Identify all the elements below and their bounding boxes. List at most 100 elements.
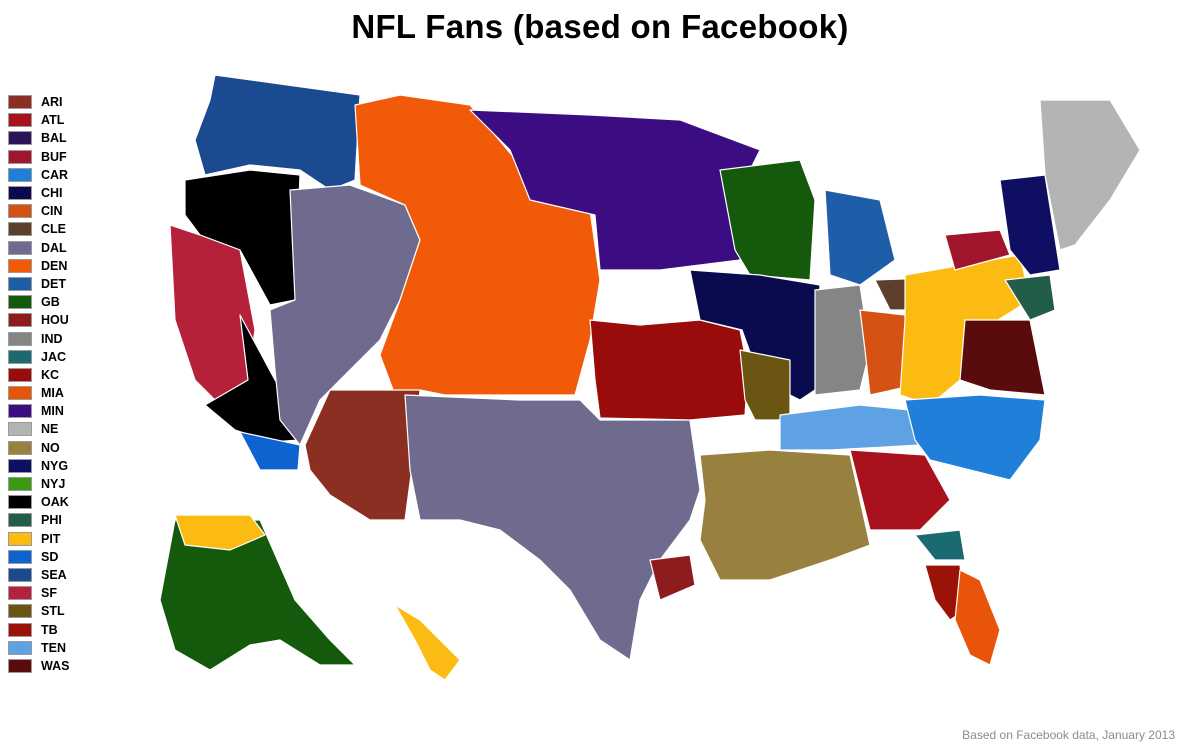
legend-swatch — [8, 113, 32, 128]
legend-label: SF — [41, 586, 57, 601]
legend-label: WAS — [41, 658, 70, 673]
legend-label: ARI — [41, 95, 63, 110]
region-arizona — [304, 389, 421, 521]
region-jacksonville — [914, 529, 966, 561]
legend-swatch — [8, 531, 32, 546]
region-kansas-city — [589, 319, 749, 421]
legend-item-min: MIN — [8, 402, 69, 420]
legend-label: MIA — [41, 386, 64, 401]
legend-item-gb: GB — [8, 293, 69, 311]
legend-item-oak: OAK — [8, 493, 69, 511]
legend-item-was: WAS — [8, 657, 69, 675]
legend-item-buf: BUF — [8, 148, 69, 166]
legend-label: CHI — [41, 186, 63, 201]
region-oakland — [184, 169, 301, 306]
legend-item-ten: TEN — [8, 639, 69, 657]
legend-swatch — [8, 240, 32, 255]
region-new-england — [1039, 99, 1141, 251]
region-st-louis — [739, 349, 791, 421]
legend-swatch — [8, 458, 32, 473]
legend: ARI ATL BAL BUF CAR CHI CIN CLE DAL DEN DET GB HOU IN… — [8, 93, 69, 675]
legend-swatch — [8, 222, 32, 237]
legend-label: NO — [41, 440, 60, 455]
region-green-bay — [719, 159, 816, 281]
region-carolina — [904, 394, 1046, 481]
legend-item-chi: CHI — [8, 184, 69, 202]
legend-label: BUF — [41, 149, 67, 164]
legend-label: PIT — [41, 531, 61, 546]
legend-label: PHI — [41, 513, 62, 528]
legend-label: TEN — [41, 640, 66, 655]
legend-item-bal: BAL — [8, 129, 69, 147]
legend-swatch — [8, 367, 32, 382]
legend-item-pit: PIT — [8, 530, 69, 548]
legend-swatch — [8, 477, 32, 492]
legend-item-det: DET — [8, 275, 69, 293]
legend-swatch — [8, 131, 32, 146]
region-hawaii — [394, 604, 461, 681]
region-new-orleans — [699, 449, 871, 581]
legend-swatch — [8, 276, 32, 291]
legend-item-no: NO — [8, 439, 69, 457]
region-houston — [649, 554, 696, 601]
legend-item-phi: PHI — [8, 511, 69, 529]
legend-swatch — [8, 386, 32, 401]
legend-label: CLE — [41, 222, 66, 237]
legend-label: CAR — [41, 167, 69, 182]
legend-label: NE — [41, 422, 59, 437]
legend-swatch — [8, 440, 32, 455]
legend-item-atl: ATL — [8, 111, 69, 129]
legend-swatch — [8, 586, 32, 601]
legend-item-ne: NE — [8, 420, 69, 438]
legend-label: DET — [41, 276, 66, 291]
legend-swatch — [8, 604, 32, 619]
region-indianapolis — [814, 284, 871, 396]
legend-swatch — [8, 567, 32, 582]
region-detroit — [824, 189, 896, 286]
legend-swatch — [8, 349, 32, 364]
legend-item-nyj: NYJ — [8, 475, 69, 493]
legend-label: DEN — [41, 258, 68, 273]
legend-swatch — [8, 331, 32, 346]
region-alaska — [159, 519, 356, 671]
legend-swatch — [8, 204, 32, 219]
region-minnesota — [469, 109, 761, 271]
legend-item-car: CAR — [8, 166, 69, 184]
legend-item-cle: CLE — [8, 220, 69, 238]
region-buffalo — [944, 229, 1011, 271]
legend-item-sf: SF — [8, 584, 69, 602]
legend-label: KC — [41, 367, 60, 382]
legend-item-ari: ARI — [8, 93, 69, 111]
region-san-diego — [239, 431, 301, 471]
legend-item-sea: SEA — [8, 566, 69, 584]
legend-item-mia: MIA — [8, 384, 69, 402]
legend-swatch — [8, 404, 32, 419]
legend-label: MIN — [41, 404, 64, 419]
legend-item-ind: IND — [8, 329, 69, 347]
legend-label: ATL — [41, 113, 65, 128]
region-philadelphia — [1004, 274, 1056, 321]
legend-label: IND — [41, 331, 63, 346]
legend-item-dal: DAL — [8, 239, 69, 257]
map-title: NFL Fans (based on Facebook) — [351, 8, 849, 45]
legend-swatch — [8, 658, 32, 673]
legend-label: NYJ — [41, 477, 66, 492]
region-tennessee — [779, 404, 921, 451]
legend-swatch — [8, 495, 32, 510]
region-washington — [959, 319, 1046, 396]
legend-swatch — [8, 186, 32, 201]
legend-item-tb: TB — [8, 620, 69, 638]
legend-item-hou: HOU — [8, 311, 69, 329]
legend-item-kc: KC — [8, 366, 69, 384]
legend-label: SD — [41, 549, 59, 564]
legend-item-cin: CIN — [8, 202, 69, 220]
legend-item-sd: SD — [8, 548, 69, 566]
legend-label: OAK — [41, 495, 69, 510]
legend-item-jac: JAC — [8, 348, 69, 366]
legend-swatch — [8, 295, 32, 310]
legend-label: NYG — [41, 458, 69, 473]
region-alaska-north — [174, 514, 266, 551]
legend-swatch — [8, 622, 32, 637]
legend-swatch — [8, 149, 32, 164]
